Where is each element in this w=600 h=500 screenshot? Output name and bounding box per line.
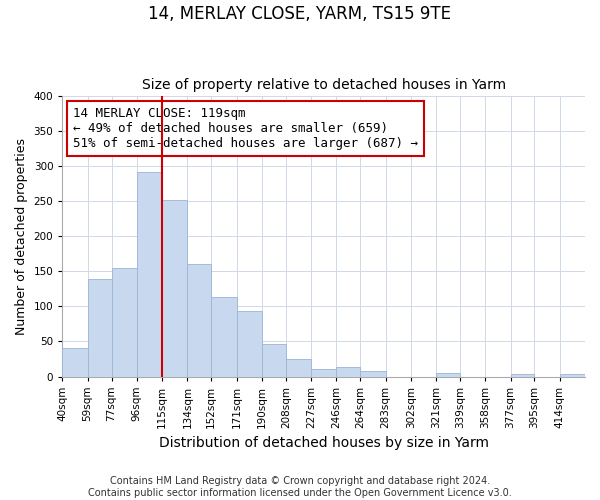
Bar bbox=[560, 374, 585, 376]
Bar bbox=[187, 264, 211, 376]
Bar bbox=[360, 371, 386, 376]
Text: Contains HM Land Registry data © Crown copyright and database right 2024.
Contai: Contains HM Land Registry data © Crown c… bbox=[88, 476, 512, 498]
Text: 14 MERLAY CLOSE: 119sqm
← 49% of detached houses are smaller (659)
51% of semi-d: 14 MERLAY CLOSE: 119sqm ← 49% of detache… bbox=[73, 107, 418, 150]
Bar bbox=[286, 359, 311, 376]
Bar bbox=[262, 344, 286, 376]
Y-axis label: Number of detached properties: Number of detached properties bbox=[15, 138, 28, 334]
Bar bbox=[112, 268, 137, 376]
Bar bbox=[311, 370, 337, 376]
Text: 14, MERLAY CLOSE, YARM, TS15 9TE: 14, MERLAY CLOSE, YARM, TS15 9TE bbox=[149, 5, 452, 23]
X-axis label: Distribution of detached houses by size in Yarm: Distribution of detached houses by size … bbox=[158, 436, 488, 450]
Bar bbox=[137, 172, 162, 376]
Bar bbox=[62, 348, 88, 376]
Bar bbox=[436, 373, 460, 376]
Bar bbox=[236, 312, 262, 376]
Title: Size of property relative to detached houses in Yarm: Size of property relative to detached ho… bbox=[142, 78, 506, 92]
Bar bbox=[88, 279, 112, 376]
Bar bbox=[337, 368, 360, 376]
Bar bbox=[162, 200, 187, 376]
Bar bbox=[211, 296, 236, 376]
Bar bbox=[511, 374, 535, 376]
